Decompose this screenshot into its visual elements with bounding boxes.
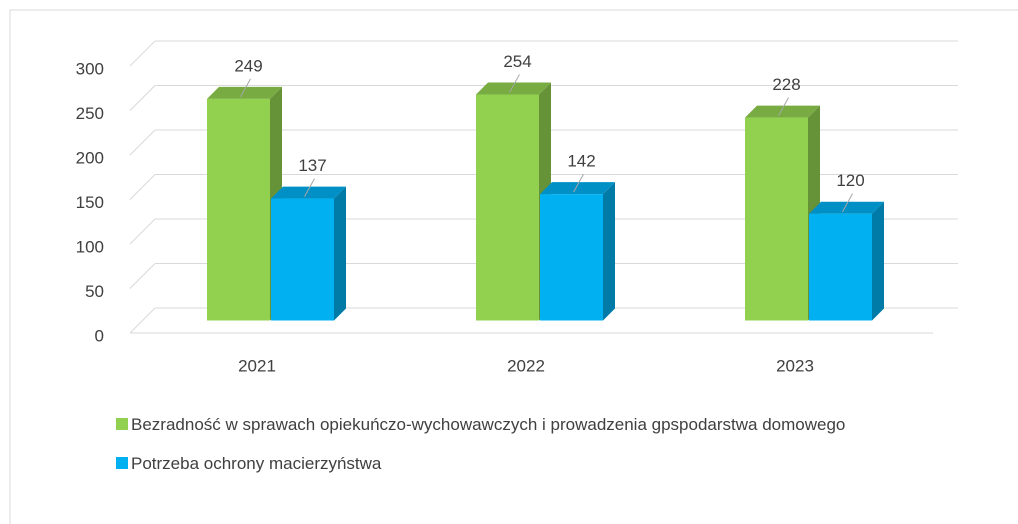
data-label: 249 xyxy=(234,56,262,75)
grid-line-side xyxy=(129,40,156,67)
legend-swatch xyxy=(116,457,128,469)
grid-line-side xyxy=(129,174,156,200)
legend-item: Potrzeba ochrony macierzyństwa xyxy=(116,449,956,478)
chart-border xyxy=(9,9,1018,524)
bar-top xyxy=(540,182,615,195)
data-label: 142 xyxy=(567,152,595,171)
grid-line-side xyxy=(129,307,156,334)
data-label: 254 xyxy=(503,52,531,71)
bar-side xyxy=(334,186,346,321)
legend-label: Potrzeba ochrony macierzyństwa xyxy=(131,454,382,473)
data-label: 228 xyxy=(772,75,800,94)
leader-line xyxy=(240,78,251,98)
grid-line-side xyxy=(129,85,156,111)
x-tick-label: 2023 xyxy=(776,356,814,375)
leader-line xyxy=(573,173,584,193)
bar-side xyxy=(872,201,884,321)
legend-label: Bezradność w sprawach opiekuńczo-wychowa… xyxy=(131,415,846,434)
y-tick-label: 150 xyxy=(76,193,104,212)
leader-line xyxy=(304,178,315,197)
leader-line xyxy=(778,97,789,116)
x-tick-label: 2021 xyxy=(238,356,276,375)
y-tick-label: 250 xyxy=(76,104,104,123)
bar xyxy=(271,198,334,321)
bar-side xyxy=(603,182,615,321)
grid-line-side xyxy=(129,218,156,245)
legend-item: Bezradność w sprawach opiekuńczo-wychowa… xyxy=(116,410,956,439)
legend-swatch xyxy=(116,418,128,430)
grid-line-side xyxy=(129,129,156,156)
bar-top xyxy=(745,105,820,118)
leader-line xyxy=(842,193,853,212)
y-tick-label: 200 xyxy=(76,148,104,167)
bar-top xyxy=(476,82,551,95)
bar xyxy=(476,94,539,321)
y-tick-label: 300 xyxy=(76,59,104,78)
x-tick-label: 2022 xyxy=(507,356,545,375)
bar xyxy=(207,98,270,321)
y-tick-label: 0 xyxy=(95,326,104,345)
bar-top xyxy=(207,86,282,99)
legend: Bezradność w sprawach opiekuńczo-wychowa… xyxy=(116,410,956,488)
bar xyxy=(809,213,872,321)
y-tick-label: 100 xyxy=(76,237,104,256)
data-label: 120 xyxy=(836,171,864,190)
y-tick-label: 50 xyxy=(85,282,104,301)
grid-line-side xyxy=(129,263,156,289)
bar xyxy=(745,117,808,321)
bar-top xyxy=(271,186,346,199)
data-label: 137 xyxy=(298,156,326,175)
leader-line xyxy=(509,74,520,93)
bar xyxy=(540,194,603,321)
bar-top xyxy=(809,201,884,214)
